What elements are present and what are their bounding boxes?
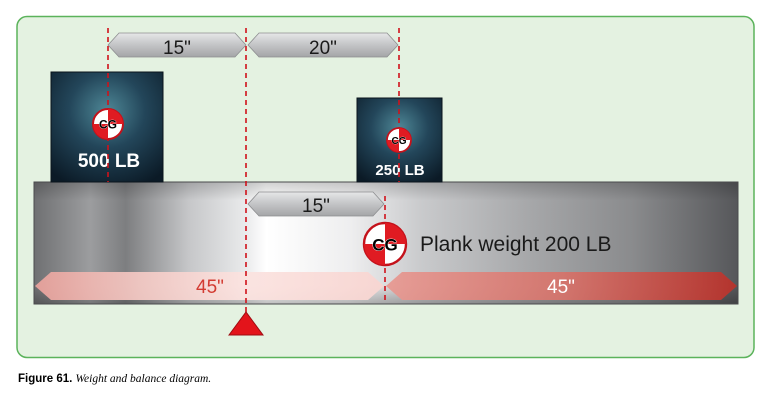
weight-label-250: 250 LB bbox=[375, 162, 424, 179]
fulcrum-triangle bbox=[228, 311, 264, 336]
dimension-right-half-label: 45" bbox=[547, 277, 575, 298]
dimension-plank-cg: 15" bbox=[247, 191, 385, 217]
cg-marker-500-label: CG bbox=[99, 118, 117, 132]
dimension-top-right-label: 20" bbox=[309, 38, 337, 59]
weight-label-500: 500 LB bbox=[78, 151, 140, 172]
dimension-top-left: 15" bbox=[107, 32, 247, 59]
dimension-left-half-label: 45" bbox=[196, 277, 224, 298]
dimension-left-half: 45" bbox=[35, 272, 384, 300]
cg-marker-250-label: CG bbox=[392, 136, 407, 147]
dimension-top-right: 20" bbox=[247, 32, 399, 59]
figure-caption-text: Weight and balance diagram. bbox=[75, 373, 212, 385]
figure-number: Figure 61. bbox=[18, 373, 73, 385]
dimension-top-left-label: 15" bbox=[163, 38, 191, 59]
dimension-plank-cg-label: 15" bbox=[302, 196, 330, 217]
cg-marker-plank-label: CG bbox=[372, 236, 398, 255]
cg-marker-250: CG bbox=[386, 127, 412, 153]
cg-marker-500: CG bbox=[92, 108, 124, 140]
figure-caption: Figure 61. Weight and balance diagram. bbox=[18, 373, 211, 385]
cg-marker-plank: CG bbox=[362, 221, 408, 267]
plank-weight-label: Plank weight 200 LB bbox=[420, 233, 611, 256]
dimension-right-half: 45" bbox=[386, 272, 737, 300]
